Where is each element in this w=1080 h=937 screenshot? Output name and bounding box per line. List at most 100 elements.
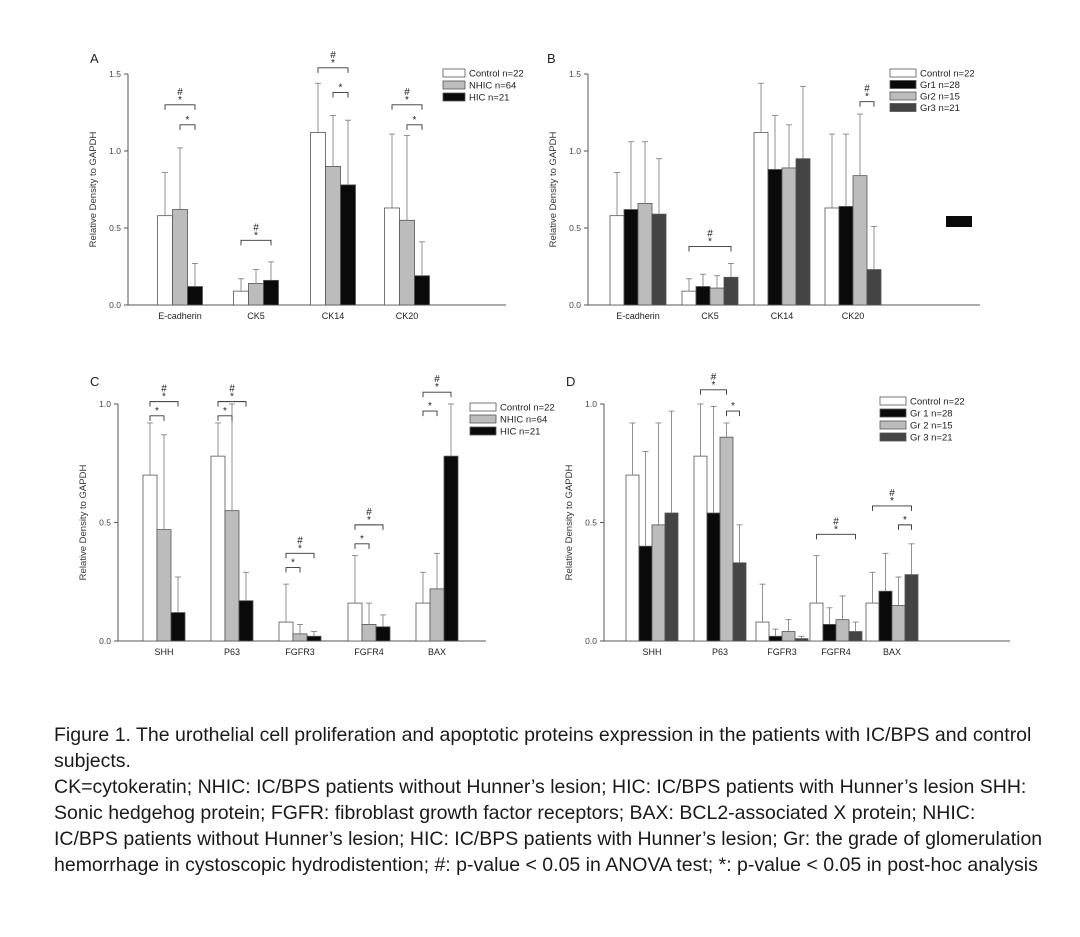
y-tick-label: 0.5	[585, 518, 597, 528]
significance-hash: #	[889, 488, 895, 499]
bar	[755, 621, 770, 642]
significance-hash: #	[229, 384, 235, 395]
y-tick-label: 1.5	[569, 69, 581, 79]
category-label: CK20	[842, 311, 865, 321]
significance-bracket	[700, 389, 727, 395]
bar	[753, 132, 769, 306]
significance-bracket	[422, 410, 438, 417]
significance-bracket	[354, 524, 384, 530]
bar	[375, 626, 391, 642]
legend-label: Gr 1 n=28	[910, 409, 953, 420]
significance-bracket	[317, 67, 349, 73]
legend-swatch	[889, 80, 917, 89]
bar	[838, 206, 854, 306]
legend-swatch	[442, 80, 466, 90]
legend-swatch	[879, 396, 907, 406]
significance-star: *	[155, 406, 159, 417]
significance-star: *	[435, 382, 439, 393]
y-tick-label: 1.0	[585, 399, 597, 409]
significance-star: *	[186, 115, 190, 126]
bar	[709, 287, 725, 306]
bar	[681, 290, 697, 306]
bar	[723, 276, 739, 306]
significance-star: *	[178, 95, 182, 106]
significance-hash: #	[297, 535, 303, 546]
significance-bracket	[285, 552, 315, 559]
significance-star: *	[291, 558, 295, 569]
category-label: SHH	[154, 647, 173, 657]
category-label: CK14	[322, 311, 345, 321]
y-axis-title: Relative Density to GAPDH	[548, 132, 559, 248]
legend-swatch	[889, 103, 917, 112]
significance-bracket	[422, 391, 452, 398]
caption-title: Figure 1. The urothelial cell proliferat…	[54, 724, 1032, 772]
panel-c: C 0.0 0.5 1.0 Relative Density to GAPDH SHH P6…	[78, 374, 555, 657]
legend-swatch	[469, 426, 497, 436]
category-label: CK14	[771, 311, 794, 321]
panel-letter: B	[547, 51, 556, 66]
significance-bracket	[898, 524, 912, 530]
significance-star: *	[712, 380, 716, 391]
bar	[824, 207, 840, 306]
bar	[157, 215, 173, 306]
bar	[415, 602, 431, 642]
panel-b: B 0.0 0.5 1.0 1.5 Relative Density to GAPDH E-…	[547, 51, 980, 321]
significance-bracket	[217, 415, 233, 421]
panel-letter: C	[90, 374, 99, 389]
category-label: CK20	[396, 311, 419, 321]
bar	[768, 635, 783, 642]
bar	[781, 167, 797, 306]
significance-hash: #	[404, 87, 410, 98]
bar	[306, 635, 322, 642]
category-label: CK5	[247, 311, 265, 321]
y-tick-label: 0.0	[99, 636, 111, 646]
significance-star: *	[162, 392, 166, 403]
bar	[361, 624, 377, 642]
significance-bracket	[406, 124, 423, 130]
bar	[878, 590, 893, 642]
legend-label: Gr1 n=28	[920, 80, 960, 91]
category-label: FGFR3	[767, 647, 797, 657]
legend-label: Gr3 n=21	[920, 103, 960, 114]
legend-swatch	[879, 432, 907, 442]
bar	[340, 184, 356, 306]
significance-hash: #	[161, 384, 167, 395]
significance-bracket	[688, 246, 732, 252]
significance-hash: #	[711, 372, 717, 383]
significance-star: *	[339, 82, 343, 93]
significance-star: *	[865, 92, 869, 103]
significance-star: *	[834, 524, 838, 535]
significance-star: *	[890, 496, 894, 507]
y-tick-label: 0.0	[569, 300, 581, 310]
bar	[891, 605, 906, 642]
significance-hash: #	[330, 50, 336, 61]
bar	[347, 602, 363, 642]
significance-bracket	[354, 543, 370, 549]
legend-stray-swatch	[946, 216, 972, 227]
significance-star: *	[731, 401, 735, 412]
bar	[414, 275, 430, 306]
significance-bracket	[149, 415, 165, 421]
significance-star: *	[405, 95, 409, 106]
significance-star: *	[331, 58, 335, 69]
bar	[638, 545, 653, 642]
y-axis-title: Relative Density to GAPDH	[564, 465, 575, 581]
legend-label: NHIC n=64	[500, 415, 547, 426]
significance-star: *	[367, 515, 371, 526]
panel-letter: A	[90, 51, 99, 66]
bar	[623, 209, 639, 306]
legend-swatch	[469, 414, 497, 424]
legend-swatch	[889, 68, 917, 78]
significance-bracket	[391, 104, 423, 110]
bar	[170, 612, 186, 642]
bar	[794, 638, 809, 642]
panel-d: D 0.0 0.5 1.0 Relative Density to GAPDH SHH P6…	[564, 372, 1010, 657]
significance-bracket	[872, 505, 912, 511]
bar	[325, 165, 341, 306]
legend-swatch	[442, 68, 466, 78]
bar	[625, 474, 640, 642]
bar	[609, 215, 625, 306]
